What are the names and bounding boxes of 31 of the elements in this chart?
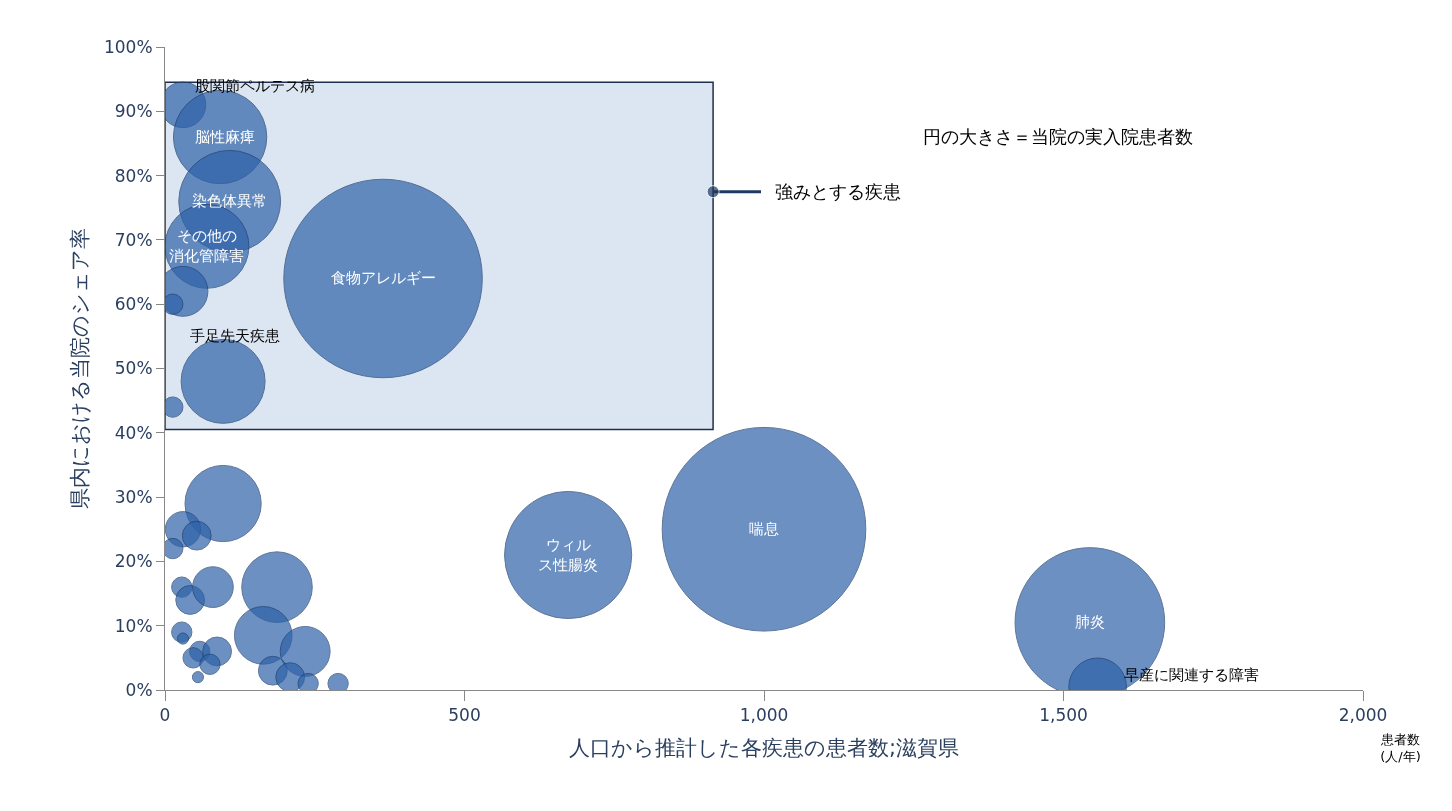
y-tick-label: 50% bbox=[114, 358, 153, 379]
annotation: 早産に関連する障害 bbox=[1124, 666, 1259, 684]
annotation: ウィルス性腸炎 bbox=[538, 536, 598, 574]
band-label: 強みとする疾患 bbox=[775, 181, 901, 202]
x-tick-label: 1,500 bbox=[1039, 705, 1088, 726]
y-tick-label: 100% bbox=[103, 36, 153, 57]
text: 患者数 (人/年) bbox=[1380, 732, 1421, 764]
x-tick-label: 0 bbox=[159, 705, 171, 726]
y-tick-label: 80% bbox=[114, 165, 153, 186]
annotation: 円の大きさ＝当院の実入院患者数 bbox=[923, 126, 1193, 147]
x-tick-label: 1,000 bbox=[739, 705, 789, 726]
x-tick-label: 500 bbox=[448, 705, 481, 726]
y-tick-label: 0% bbox=[125, 679, 153, 700]
annotation: 脳性麻痺 bbox=[195, 128, 255, 146]
x-axis-title: 人口から推計した各疾患の患者数;滋賀県 bbox=[568, 735, 960, 760]
y-tick-label: 10% bbox=[114, 615, 153, 636]
annotation: その他の消化管障害 bbox=[169, 227, 244, 265]
y-tick-label: 30% bbox=[114, 487, 153, 508]
y-tick-label: 40% bbox=[114, 422, 153, 443]
y-axis-title: 県内における当院のシェア率 bbox=[68, 228, 93, 509]
annotation: 喘息 bbox=[749, 520, 779, 538]
x-tick-label: 2,000 bbox=[1338, 705, 1388, 726]
annotation: 染色体異常 bbox=[192, 192, 267, 210]
y-tick-label: 20% bbox=[114, 551, 153, 572]
y-tick-label: 60% bbox=[114, 294, 153, 315]
annotation: 肺炎 bbox=[1075, 613, 1105, 631]
y-tick-label: 70% bbox=[114, 229, 153, 250]
annotation: 食物アレルギー bbox=[331, 269, 436, 287]
annotation: 股関節ペルテス病 bbox=[195, 77, 315, 95]
y-tick-label: 90% bbox=[114, 101, 153, 122]
annotation: 手足先天疾患 bbox=[190, 327, 280, 345]
